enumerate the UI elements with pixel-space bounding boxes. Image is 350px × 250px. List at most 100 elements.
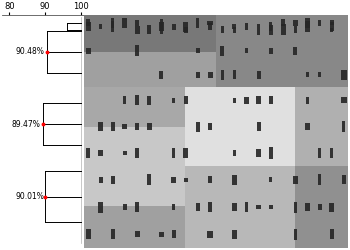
Bar (281, 24, 286, 35)
Bar (330, 20, 334, 25)
Bar (172, 148, 175, 158)
Bar (256, 205, 261, 209)
Bar (172, 204, 175, 210)
Bar (135, 148, 139, 158)
Bar (98, 150, 103, 156)
Bar (306, 97, 309, 103)
Bar (84, 126, 184, 166)
Bar (184, 87, 295, 166)
Bar (135, 123, 139, 130)
Bar (184, 27, 188, 33)
Bar (84, 14, 348, 87)
Bar (99, 24, 103, 29)
Bar (159, 22, 164, 31)
Bar (245, 23, 248, 30)
Bar (305, 203, 310, 211)
Text: 90.01%: 90.01% (15, 192, 44, 201)
Bar (306, 72, 309, 77)
Bar (111, 176, 115, 184)
Bar (232, 203, 237, 211)
Bar (135, 202, 139, 212)
Bar (98, 202, 103, 212)
Bar (160, 26, 163, 34)
Bar (208, 72, 213, 78)
Bar (196, 48, 200, 53)
Bar (294, 229, 297, 240)
Bar (172, 24, 176, 30)
Bar (245, 48, 248, 53)
Bar (269, 96, 273, 104)
Bar (208, 20, 213, 25)
Bar (171, 177, 176, 183)
Bar (147, 25, 151, 34)
Bar (184, 166, 295, 248)
Bar (318, 204, 322, 210)
Bar (244, 97, 249, 103)
Bar (111, 22, 114, 32)
Bar (111, 18, 114, 28)
Bar (147, 96, 151, 105)
Bar (232, 230, 237, 239)
Bar (135, 95, 139, 105)
Bar (318, 72, 321, 77)
Bar (196, 18, 200, 28)
Bar (257, 122, 260, 131)
Text: 89.47%: 89.47% (12, 120, 41, 129)
Bar (86, 148, 90, 158)
Bar (233, 26, 236, 33)
Bar (208, 202, 212, 212)
Bar (306, 123, 309, 130)
Bar (318, 148, 321, 158)
Bar (135, 26, 140, 34)
Bar (208, 230, 213, 238)
Bar (123, 96, 126, 104)
Bar (256, 96, 261, 104)
Bar (122, 18, 127, 28)
Bar (293, 47, 297, 55)
Bar (294, 202, 297, 212)
Bar (122, 204, 127, 210)
Bar (233, 150, 236, 156)
Bar (183, 148, 188, 158)
Text: 90.48%: 90.48% (15, 48, 44, 56)
Bar (111, 122, 114, 131)
Bar (257, 148, 261, 158)
Bar (84, 87, 184, 126)
Bar (172, 230, 176, 238)
Bar (269, 205, 273, 210)
Bar (269, 48, 273, 54)
Bar (232, 24, 236, 29)
Bar (98, 122, 103, 131)
Bar (86, 22, 91, 31)
Bar (84, 166, 348, 248)
Bar (147, 174, 151, 186)
Bar (341, 70, 346, 80)
Bar (123, 151, 127, 155)
Bar (233, 98, 236, 102)
Bar (232, 70, 236, 80)
Bar (232, 175, 237, 184)
Bar (86, 19, 90, 26)
Bar (305, 18, 310, 28)
Bar (330, 28, 333, 32)
Bar (220, 26, 224, 33)
Bar (330, 148, 333, 158)
Bar (111, 230, 115, 239)
Bar (86, 229, 91, 239)
Bar (293, 20, 298, 26)
Bar (342, 175, 346, 184)
Bar (341, 98, 346, 103)
Bar (196, 122, 200, 132)
Bar (172, 98, 175, 103)
Bar (269, 148, 273, 158)
Bar (160, 71, 163, 79)
Bar (159, 232, 163, 237)
Bar (84, 87, 348, 166)
Bar (330, 229, 334, 239)
Bar (293, 176, 298, 184)
Bar (269, 25, 273, 34)
Bar (196, 203, 200, 211)
Bar (84, 166, 184, 206)
Bar (318, 20, 321, 26)
Bar (318, 174, 321, 186)
